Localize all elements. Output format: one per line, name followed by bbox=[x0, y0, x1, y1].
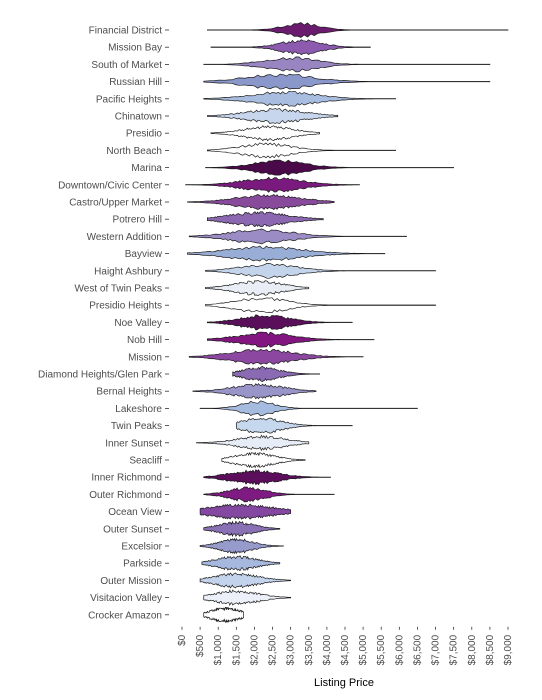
category-label: Twin Peaks bbox=[111, 421, 162, 432]
category-label: Mission bbox=[128, 352, 162, 363]
violin-mark bbox=[235, 417, 353, 434]
category-label: Visitacion Valley bbox=[90, 593, 162, 604]
x-tick-label: $4,000 bbox=[322, 634, 333, 665]
category-label: Potrero Hill bbox=[113, 215, 162, 226]
violin-mark bbox=[203, 56, 491, 73]
category-label: Financial District bbox=[89, 26, 163, 37]
x-tick-label: $5,000 bbox=[358, 634, 369, 665]
violin-mark bbox=[203, 520, 281, 538]
x-tick-label: $6,000 bbox=[394, 634, 405, 665]
x-tick-label: $8,500 bbox=[485, 634, 496, 665]
category-label: West of Twin Peaks bbox=[75, 284, 162, 295]
violin-layer bbox=[185, 22, 509, 623]
category-label: Outer Richmond bbox=[89, 490, 162, 501]
violin-mark bbox=[203, 90, 397, 107]
x-tick-label: $4,500 bbox=[340, 634, 351, 665]
violin-mark bbox=[221, 451, 306, 469]
violin-mark bbox=[188, 348, 364, 365]
violin-mark bbox=[187, 194, 335, 210]
category-label: Ocean View bbox=[108, 507, 163, 518]
x-tick-label: $6,500 bbox=[412, 634, 423, 665]
category-label: Inner Sunset bbox=[105, 438, 162, 449]
violin-mark bbox=[205, 159, 455, 176]
category-label: Outer Mission bbox=[100, 576, 162, 587]
x-axis: $0 $500 $1,000 $1,500 $2,000 $2,500 $3,000 $3,5… bbox=[177, 626, 514, 665]
x-tick-label: $9,000 bbox=[503, 634, 514, 665]
violin-mark bbox=[203, 73, 491, 90]
violin-mark bbox=[192, 383, 317, 400]
category-label: Haight Ashbury bbox=[94, 266, 162, 277]
violin-mark bbox=[199, 400, 418, 417]
violin-mark bbox=[199, 537, 284, 555]
violin-mark bbox=[185, 176, 360, 193]
category-label: Seacliff bbox=[129, 456, 162, 467]
violin-mark bbox=[207, 331, 375, 348]
category-label: Bayview bbox=[125, 249, 163, 260]
category-label: Downtown/Civic Center bbox=[58, 180, 163, 191]
violin-mark bbox=[205, 262, 436, 279]
category-label: Marina bbox=[131, 163, 162, 174]
violin-mark bbox=[203, 469, 331, 486]
violin-mark bbox=[203, 606, 244, 623]
x-tick-label: $3,500 bbox=[304, 634, 315, 665]
category-label: Western Addition bbox=[87, 232, 162, 243]
violin-mark bbox=[210, 125, 320, 142]
x-tick-label: $1,500 bbox=[231, 634, 242, 665]
category-label: Diamond Heights/Glen Park bbox=[38, 370, 163, 381]
violin-mark bbox=[205, 280, 310, 296]
category-label: South of Market bbox=[91, 60, 162, 71]
category-label: Excelsior bbox=[121, 542, 162, 553]
category-label: Pacific Heights bbox=[96, 94, 162, 105]
x-tick-label: $7,000 bbox=[431, 634, 442, 665]
x-tick-label: $0 bbox=[177, 634, 188, 646]
category-label: Castro/Upper Market bbox=[69, 198, 162, 209]
category-label: Bernal Heights bbox=[96, 387, 162, 398]
x-axis-title: Listing Price bbox=[314, 677, 374, 689]
category-label: Lakeshore bbox=[115, 404, 162, 415]
y-axis-labels: Financial District Mission Bay South of Ma… bbox=[38, 26, 169, 621]
category-label: Nob Hill bbox=[127, 335, 162, 346]
violin-mark bbox=[199, 503, 292, 520]
violin-mark bbox=[203, 589, 292, 606]
x-tick-label: $1,000 bbox=[213, 634, 224, 665]
violin-mark bbox=[207, 211, 324, 228]
category-label: Presidio bbox=[126, 129, 163, 140]
x-tick-label: $2,000 bbox=[249, 634, 260, 665]
violin-mark bbox=[205, 297, 436, 314]
x-tick-label: $7,500 bbox=[449, 634, 460, 665]
x-tick-label: $8,000 bbox=[467, 634, 478, 665]
category-label: Outer Sunset bbox=[103, 524, 162, 535]
violin-mark bbox=[207, 108, 339, 124]
category-label: Russian Hill bbox=[109, 77, 162, 88]
category-label: Presidio Heights bbox=[89, 301, 162, 312]
violin-mark bbox=[207, 22, 509, 38]
category-label: North Beach bbox=[106, 146, 162, 157]
category-label: Noe Valley bbox=[114, 318, 162, 329]
category-label: Mission Bay bbox=[108, 43, 162, 54]
violin-mark bbox=[188, 228, 407, 245]
x-tick-label: $500 bbox=[195, 634, 206, 657]
violin-mark bbox=[187, 245, 386, 262]
category-label: Crocker Amazon bbox=[88, 610, 162, 621]
violin-mark bbox=[232, 366, 320, 382]
x-tick-label: $5,500 bbox=[376, 634, 387, 665]
violin-mark bbox=[196, 434, 310, 452]
violin-mark bbox=[199, 572, 292, 589]
category-label: Inner Richmond bbox=[91, 473, 162, 484]
violin-mark bbox=[210, 39, 371, 56]
x-tick-label: $2,500 bbox=[268, 634, 279, 665]
x-tick-label: $3,000 bbox=[286, 634, 297, 665]
category-label: Chinatown bbox=[115, 112, 162, 123]
category-label: Parkside bbox=[123, 559, 162, 570]
violin-mark bbox=[201, 555, 281, 572]
violin-mark bbox=[207, 142, 397, 159]
violin-mark bbox=[207, 314, 353, 331]
violin-mark bbox=[203, 486, 335, 503]
